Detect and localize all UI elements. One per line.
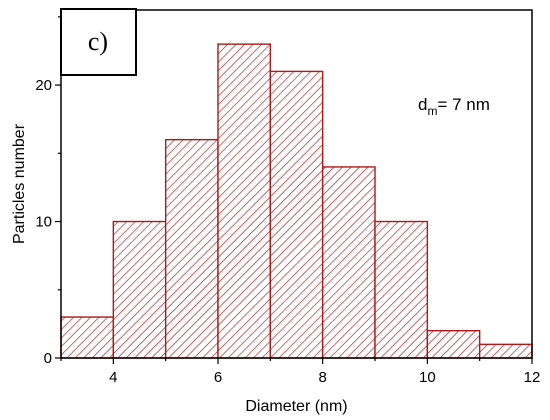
y-axis-label: Particles number bbox=[11, 123, 28, 244]
annotation-suffix: = 7 nm bbox=[437, 95, 489, 114]
x-tick-label: 10 bbox=[419, 369, 436, 386]
x-axis-label: Diameter (nm) bbox=[245, 398, 347, 415]
y-tick-label: 20 bbox=[35, 77, 52, 94]
histogram-bar bbox=[478, 343, 533, 359]
panel-label-box bbox=[60, 8, 137, 76]
histogram-bar bbox=[60, 316, 115, 359]
annotation-subscript: m bbox=[427, 104, 437, 118]
histogram-bar bbox=[269, 70, 324, 359]
histogram-bar bbox=[217, 43, 272, 359]
x-tick-label: 6 bbox=[214, 369, 222, 386]
mean-diameter-annotation: dm= 7 nm bbox=[418, 95, 490, 118]
panel-label: c) bbox=[88, 27, 108, 56]
y-axis-ticks: 0 10 20 bbox=[35, 16, 61, 367]
histogram-bar bbox=[374, 220, 429, 359]
x-tick-label: 4 bbox=[109, 369, 117, 386]
x-axis-ticks: 4 6 8 10 12 bbox=[60, 358, 541, 386]
y-tick-label: 10 bbox=[35, 214, 52, 231]
x-tick-label: 8 bbox=[318, 369, 326, 386]
annotation-prefix: d bbox=[418, 95, 427, 114]
histogram-bar bbox=[321, 166, 376, 359]
histogram-bar bbox=[426, 330, 481, 359]
y-tick-label: 0 bbox=[44, 350, 52, 367]
x-tick-label: 12 bbox=[524, 369, 541, 386]
histogram-bar bbox=[164, 138, 219, 359]
histogram-bar bbox=[112, 220, 167, 359]
bars-group bbox=[60, 43, 533, 359]
